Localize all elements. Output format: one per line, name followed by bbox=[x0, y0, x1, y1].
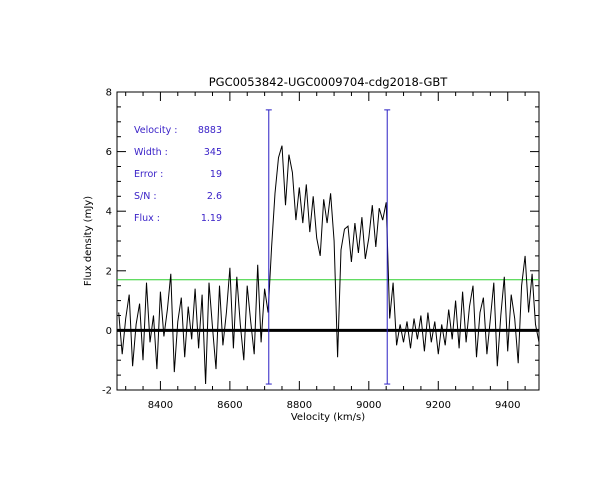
annotation-label: Width : bbox=[134, 147, 168, 158]
axis-ticks bbox=[117, 91, 539, 391]
annotation-value: 2.6 bbox=[207, 191, 222, 202]
annotation-value: 345 bbox=[204, 147, 222, 158]
annotation-value: 1.19 bbox=[201, 213, 222, 224]
x-tick-label: 8600 bbox=[217, 400, 242, 411]
x-axis-label: Velocity (km/s) bbox=[291, 412, 365, 423]
y-axis-label: Flux density (mJy) bbox=[83, 196, 94, 286]
y-tick-label: -2 bbox=[102, 386, 112, 397]
x-tick-label: 9400 bbox=[495, 400, 520, 411]
chart-title: PGC0053842-UGC0009704-cdg2018-GBT bbox=[209, 75, 449, 89]
annotation-label: Error : bbox=[134, 169, 163, 180]
x-tick-label: 9200 bbox=[426, 400, 451, 411]
y-tick-label: 6 bbox=[106, 147, 112, 158]
y-tick-label: 4 bbox=[106, 207, 112, 218]
x-tick-label: 8400 bbox=[148, 400, 173, 411]
x-tick-label: 9000 bbox=[356, 400, 381, 411]
x-tick-label: 8800 bbox=[287, 400, 312, 411]
annotation-label: Velocity : bbox=[134, 125, 178, 136]
chart-marks bbox=[117, 109, 539, 385]
annotation-value: 19 bbox=[210, 169, 222, 180]
chart-text: 8400 8600 8800 9000 9200 9400 -2 0 2 4 6 8 Velocity … bbox=[102, 88, 520, 412]
y-tick-label: 8 bbox=[106, 88, 112, 99]
annotation-label: Flux : bbox=[134, 213, 160, 224]
annotation-label: S/N : bbox=[134, 191, 157, 202]
spectrum-line bbox=[118, 145, 539, 385]
y-tick-label: 2 bbox=[106, 266, 112, 277]
annotation-value: 8883 bbox=[198, 125, 222, 136]
y-tick-label: 0 bbox=[106, 326, 112, 337]
